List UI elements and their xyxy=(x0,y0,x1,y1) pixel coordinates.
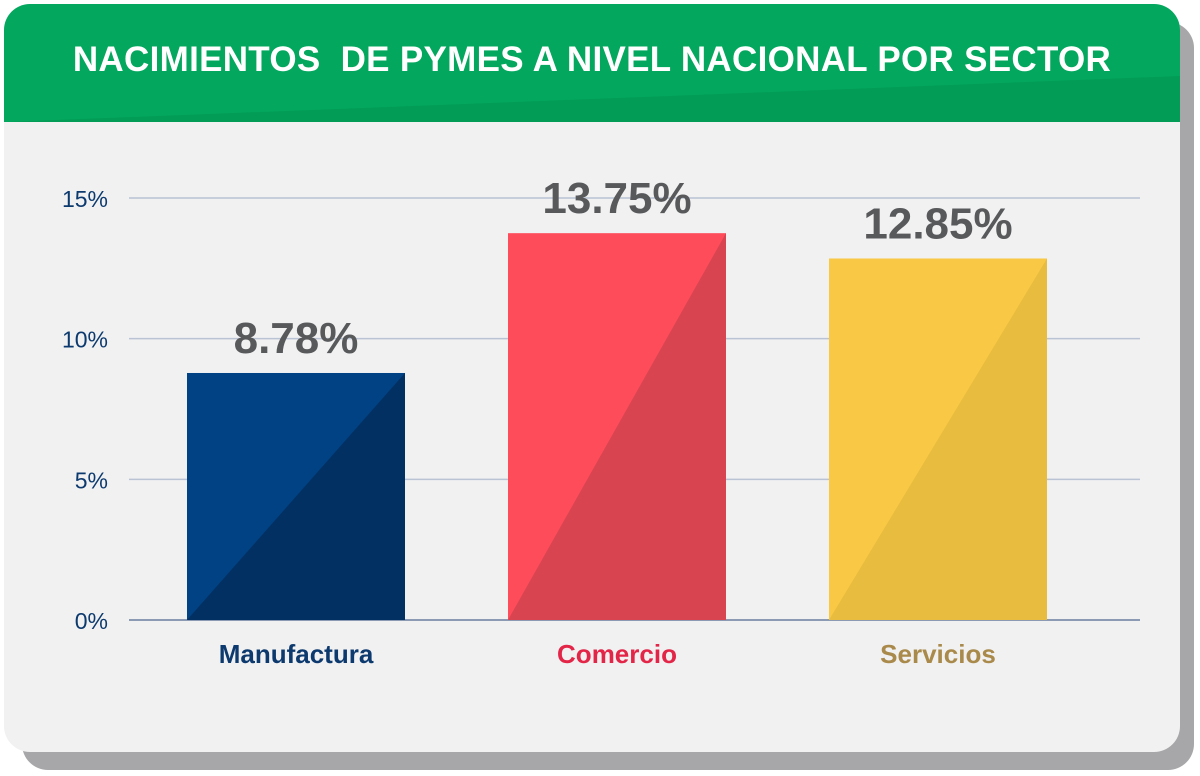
y-tick-label: 5% xyxy=(75,467,108,493)
bar-chart: 0% 5% 10% 15% 8.78% Manufactura 13.75% Comercio… xyxy=(62,174,1140,669)
category-label: Manufactura xyxy=(219,639,374,669)
data-label: 12.85% xyxy=(863,199,1012,248)
bar-shade-comercio xyxy=(508,233,726,620)
category-label: Servicios xyxy=(880,639,996,669)
title-banner: NACIMIENTOS DE PYMES A NIVEL NACIONAL PO… xyxy=(4,4,1180,122)
y-tick-label: 0% xyxy=(75,608,108,634)
category-label: Comercio xyxy=(557,639,677,669)
bar-shade-servicios xyxy=(829,258,1047,620)
y-tick-label: 15% xyxy=(62,186,108,212)
data-label: 13.75% xyxy=(542,174,691,223)
chart-card: NACIMIENTOS DE PYMES A NIVEL NACIONAL PO… xyxy=(4,4,1180,752)
bar-shade-manufactura xyxy=(187,372,405,620)
data-label: 8.78% xyxy=(234,314,359,363)
y-tick-label: 10% xyxy=(62,327,108,353)
chart-title: NACIMIENTOS DE PYMES A NIVEL NACIONAL PO… xyxy=(72,40,1112,79)
banner-sheen xyxy=(4,76,1180,122)
